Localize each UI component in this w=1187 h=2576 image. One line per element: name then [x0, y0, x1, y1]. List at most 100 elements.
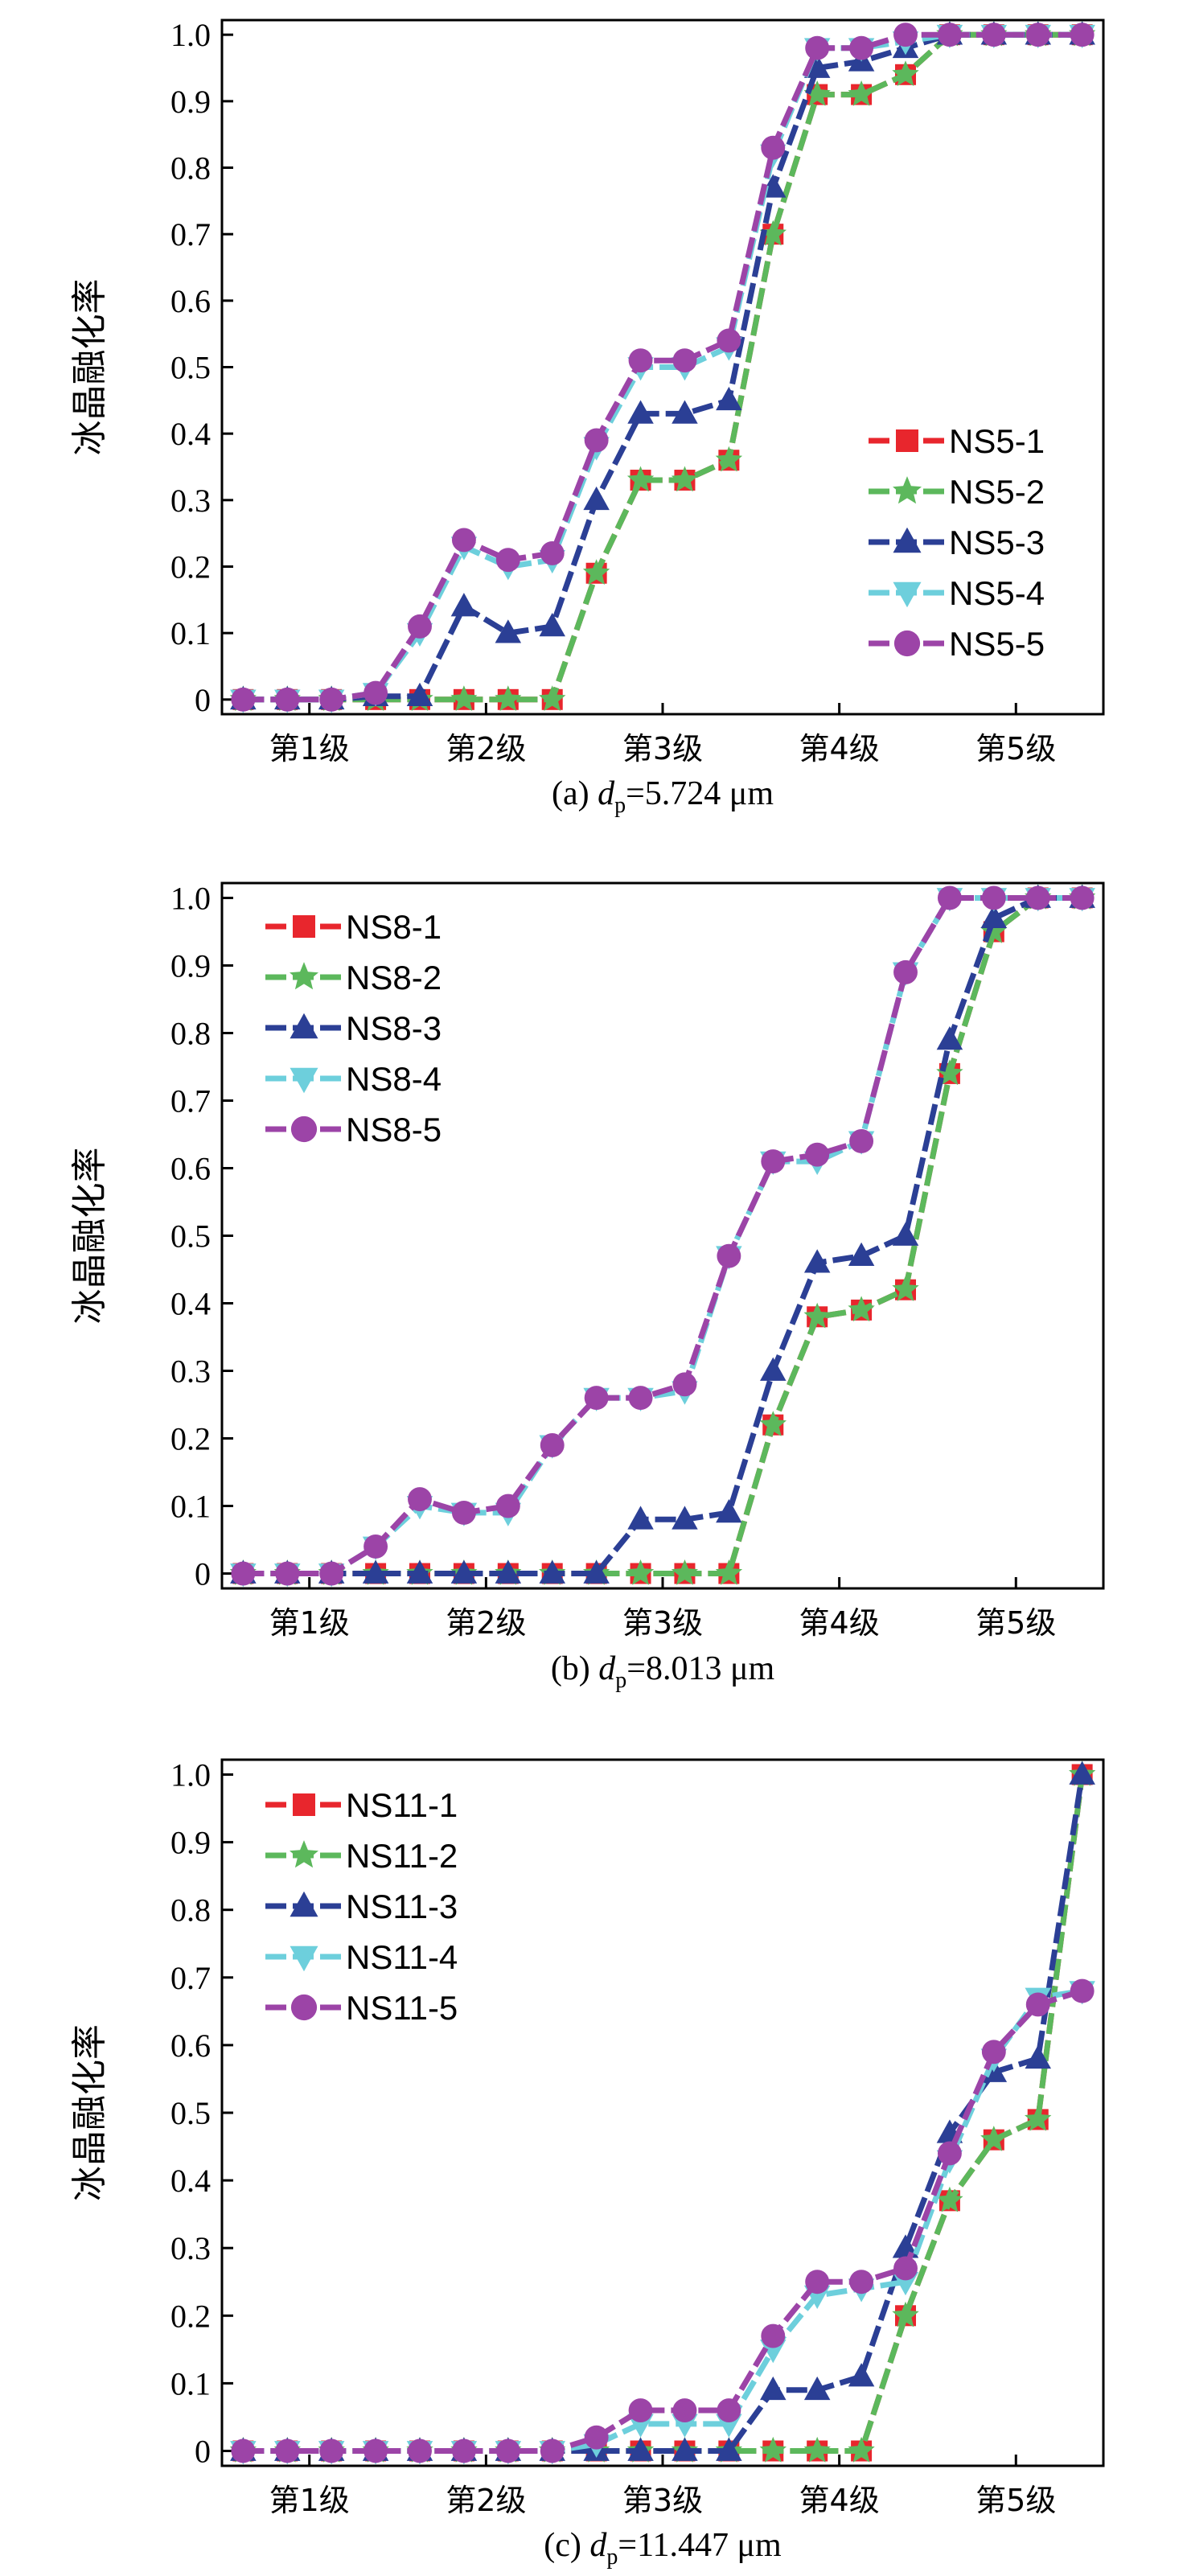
- triangle-up-marker: [893, 527, 922, 553]
- data-point-NS11-5: [628, 2398, 653, 2422]
- data-point-NS8-3: [583, 1559, 610, 1584]
- data-point-NS5-2: [715, 446, 743, 472]
- circle-marker: [408, 1487, 432, 1512]
- data-point-NS5-2: [892, 60, 919, 86]
- circle-marker: [717, 328, 741, 353]
- data-point-NS11-5: [849, 2270, 874, 2295]
- y-tick-label: 0.9: [170, 84, 211, 120]
- circle-marker: [584, 1386, 609, 1411]
- circle-marker: [981, 2040, 1006, 2064]
- circle-marker: [628, 348, 653, 373]
- circle-marker: [363, 1534, 388, 1559]
- legend-marker-NS5-3: [893, 527, 922, 553]
- data-point-NS11-3: [672, 2437, 698, 2461]
- legend-label: NS11-1: [346, 1786, 458, 1824]
- triangle-up-marker: [803, 1249, 831, 1273]
- triangle-down-marker: [290, 1067, 318, 1094]
- data-point-NS5-5: [849, 35, 874, 60]
- data-point-NS11-5: [805, 2270, 830, 2295]
- y-tick-label: 0.6: [170, 283, 211, 319]
- circle-marker: [231, 2438, 256, 2463]
- y-tick-label: 0.9: [170, 947, 211, 984]
- circle-marker: [540, 541, 565, 565]
- circle-marker: [981, 885, 1006, 910]
- data-point-NS11-3: [892, 2234, 919, 2258]
- triangle-up-marker: [672, 400, 698, 424]
- legend-marker-NS5-4: [893, 581, 922, 608]
- data-point-NS11-5: [275, 2438, 300, 2463]
- circle-marker: [451, 528, 476, 553]
- star-marker: [715, 446, 743, 472]
- circle-marker: [937, 2141, 962, 2166]
- star-marker: [980, 917, 1008, 943]
- data-point-NS8-5: [937, 885, 962, 910]
- circle-marker: [1070, 1978, 1095, 2003]
- circle-marker: [408, 2438, 432, 2463]
- circle-marker: [761, 2323, 786, 2348]
- y-tick-label: 0.9: [170, 1825, 211, 1861]
- chart-panel-3: 0 0.1 0.2 0.3 0.4 0.5 0.6 0.7 0.8 0.9 1.0 第1级 第2级 第3级…: [69, 1757, 1105, 2570]
- star-marker: [848, 1296, 875, 1322]
- data-point-NS5-2: [582, 559, 610, 585]
- legend-label: NS8-4: [346, 1060, 442, 1098]
- legend-marker-NS11-1: [293, 1793, 315, 1816]
- y-tick-label: 0.8: [170, 1015, 211, 1051]
- data-point-NS11-2: [980, 2126, 1008, 2151]
- legend-label: NS8-1: [346, 908, 442, 946]
- triangle-up-marker: [627, 400, 654, 424]
- circle-marker: [805, 35, 830, 60]
- data-point-NS8-5: [231, 1561, 256, 1586]
- x-category-label: 第4级: [799, 1605, 880, 1641]
- y-tick-label: 0.3: [170, 2230, 211, 2266]
- data-point-NS5-5: [363, 680, 388, 705]
- data-point-NS5-3: [495, 619, 522, 643]
- data-point-NS5-2: [539, 685, 566, 711]
- legend-label: NS8-2: [346, 959, 442, 996]
- data-point-NS11-5: [408, 2438, 432, 2463]
- data-point-NS8-3: [760, 1357, 787, 1381]
- star-marker: [759, 220, 787, 246]
- triangle-up-marker: [803, 54, 831, 78]
- y-tick-label: 0.3: [170, 1354, 211, 1390]
- data-point-NS8-3: [627, 1506, 654, 1530]
- star-marker: [803, 2436, 831, 2463]
- x-category-label: 第3级: [622, 1605, 703, 1641]
- y-tick-label: 0.1: [170, 1489, 211, 1525]
- data-point-NS5-5: [893, 23, 918, 47]
- y-tick-label: 0.3: [170, 483, 211, 519]
- circle-marker: [893, 959, 918, 984]
- y-tick-label: 0: [195, 1556, 211, 1592]
- star-marker: [450, 685, 478, 711]
- data-point-NS8-3: [980, 904, 1008, 929]
- x-category-label: 第3级: [622, 731, 703, 766]
- circle-marker: [1070, 23, 1095, 47]
- data-point-NS5-2: [803, 80, 831, 106]
- legend-label: NS11-4: [346, 1938, 458, 1976]
- chart-panel-1: 0 0.1 0.2 0.3 0.4 0.5 0.6 0.7 0.8 0.9 1.0 第1级 第2级 第3级…: [69, 17, 1105, 818]
- triangle-up-marker: [848, 1242, 875, 1267]
- chart-caption: (b) dp=8.013 μm: [551, 1650, 775, 1693]
- legend-label: NS5-2: [949, 473, 1045, 511]
- triangle-up-marker: [716, 386, 742, 411]
- data-point-NS8-3: [803, 1249, 831, 1273]
- data-point-NS5-2: [848, 80, 875, 106]
- data-point-NS11-3: [848, 2363, 875, 2387]
- triangle-up-marker: [672, 1506, 698, 1530]
- y-tick-label: 0: [195, 2433, 211, 2469]
- plot-area: [229, 20, 1096, 713]
- triangle-up-marker: [760, 1357, 787, 1381]
- triangle-up-marker: [672, 2437, 698, 2461]
- circle-marker: [1025, 885, 1050, 910]
- data-point-NS11-2: [892, 2301, 919, 2327]
- circle-marker: [1025, 23, 1050, 47]
- data-point-NS8-5: [540, 1432, 565, 1457]
- data-point-NS5-2: [495, 685, 522, 711]
- data-point-NS8-5: [893, 959, 918, 984]
- data-point-NS8-3: [672, 1506, 698, 1530]
- legend-marker-NS11-5: [290, 1994, 318, 2021]
- data-point-NS5-3: [583, 486, 610, 511]
- triangle-up-marker: [450, 1559, 478, 1584]
- data-point-NS8-3: [450, 1559, 478, 1584]
- circle-marker: [540, 1432, 565, 1457]
